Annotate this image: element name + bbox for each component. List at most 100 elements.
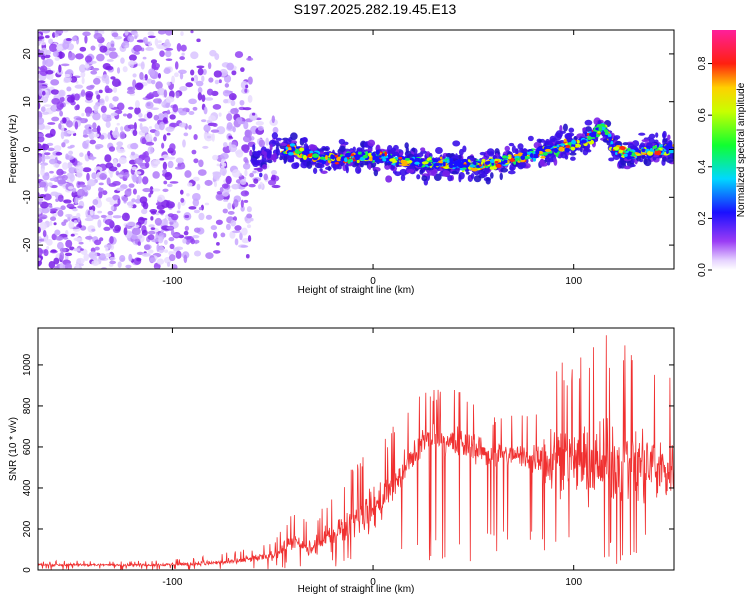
spectrogram-noise-blob [144, 162, 150, 169]
spectrogram-halo-blob [257, 167, 263, 173]
spectrogram-halo-blob [291, 162, 299, 170]
spectrogram-noise-blob [212, 250, 221, 254]
spectrogram-noise-blob [59, 262, 63, 269]
spectrogram-noise-blob [187, 182, 193, 187]
spectrogram-noise-blob [110, 76, 116, 80]
spectrogram-noise-blob [38, 210, 42, 214]
spectrogram-ridge-blob [448, 163, 454, 169]
spectrogram-noise-blob [90, 45, 96, 51]
spectrogram-noise-blob [178, 122, 187, 128]
spectrogram-ridge-blob [652, 145, 658, 149]
spectrogram-noise-blob [41, 206, 50, 214]
spectrogram-noise-blob [96, 53, 105, 62]
spectrogram-noise-blob [42, 90, 46, 96]
spectrogram-halo-blob [515, 148, 519, 155]
spectrogram-halo-blob [271, 132, 279, 140]
spectrogram-noise-blob [222, 162, 227, 167]
spectrogram-halo-blob [459, 148, 464, 156]
spectrogram-noise-blob [169, 181, 179, 184]
spectrogram-noise-blob [98, 182, 104, 186]
spectrogram-noise-blob [115, 109, 123, 115]
spectrogram-noise-blob [163, 41, 172, 49]
spectrogram-ridge-blob [289, 143, 296, 147]
spectrogram-noise-blob [134, 171, 142, 175]
spectrogram-noise-blob [201, 75, 205, 83]
spectrogram-ridge-blob [507, 160, 510, 163]
spectrogram-noise-blob [270, 169, 278, 176]
spectrogram-halo-blob [373, 169, 379, 177]
spectrogram-ridge-blob [649, 148, 654, 152]
spectrogram-halo-blob [569, 152, 577, 156]
spectrogram-noise-blob [106, 177, 111, 186]
spectrogram-noise-blob [82, 134, 89, 138]
spectrogram-ridge-blob [612, 146, 620, 151]
spectrogram-halo-blob [662, 132, 666, 139]
spectrogram-noise-blob [230, 100, 236, 107]
spectrogram-halo-blob [406, 168, 415, 174]
spectrogram-ridge-blob [421, 161, 429, 165]
spectrogram-noise-blob [39, 181, 47, 188]
spectrogram-noise-blob [132, 73, 137, 78]
spectrogram-noise-blob [154, 217, 162, 226]
spectrogram-noise-blob [85, 139, 90, 144]
spectrogram-noise-blob [128, 54, 137, 61]
spectrogram-halo-blob [451, 170, 458, 175]
spectrogram-noise-blob [131, 198, 136, 203]
spectrogram-noise-blob [75, 117, 83, 121]
spectrogram-halo-blob [553, 158, 558, 166]
spectrogram-noise-blob [68, 220, 75, 230]
spectrogram-noise-blob [155, 202, 162, 206]
spectrogram-halo-blob [322, 147, 329, 151]
spectrogram-noise-blob [91, 67, 100, 71]
spectrogram-ridge-blob [646, 150, 654, 156]
spectrogram-ridge-blob [608, 135, 613, 141]
spectrogram-halo-blob [306, 160, 313, 169]
spectrogram-noise-blob [116, 163, 121, 168]
spectrogram-noise-blob [44, 152, 51, 156]
spectrogram-noise-blob [161, 142, 165, 149]
spectrogram-noise-blob [244, 88, 248, 93]
spectrogram-ridge-blob [305, 151, 310, 155]
spectrogram-halo-blob [485, 177, 491, 185]
spectrogram-noise-blob [147, 234, 155, 241]
spectrogram-halo-blob [317, 163, 325, 169]
spectrogram-noise-blob [110, 112, 118, 116]
spectrogram-noise-blob [55, 30, 64, 35]
spectrogram-noise-blob [139, 196, 148, 204]
spectrogram-noise-blob [65, 213, 73, 218]
spectrogram-noise-blob [149, 257, 156, 263]
spectrogram-noise-blob [49, 170, 54, 174]
spectrogram-ridge-blob [581, 139, 587, 144]
spectrogram-halo-blob [641, 155, 648, 159]
spectrogram-noise-blob [197, 67, 204, 76]
spectrogram-noise-blob [116, 102, 125, 111]
spectrogram-noise-blob [73, 220, 78, 224]
spectrogram-noise-blob [249, 149, 253, 157]
spectrogram-halo-blob [608, 157, 615, 162]
spectrogram-noise-blob [117, 261, 122, 269]
spectrogram-noise-blob [223, 141, 228, 148]
spectrogram-halo-blob [279, 143, 288, 147]
spectrogram-noise-blob [127, 124, 136, 129]
spectrogram-ridge-blob [398, 156, 403, 160]
spectrogram-noise-blob [240, 245, 249, 248]
spectrogram-halo-blob [301, 136, 308, 143]
spectrogram-noise-blob [126, 221, 136, 227]
spectrogram-noise-blob [234, 150, 244, 155]
spectrogram-noise-blob [83, 253, 90, 262]
spectrogram-noise-blob [81, 112, 85, 117]
spectrogram-noise-blob [130, 151, 136, 156]
spectrogram-noise-blob [133, 44, 142, 52]
spectrogram-noise-blob [182, 139, 186, 148]
spectrogram-noise-blob [231, 70, 237, 76]
spectrogram-noise-blob [38, 155, 43, 164]
spectrogram-noise-blob [80, 71, 86, 78]
spectrogram-halo-blob [319, 168, 323, 172]
spectrogram-noise-blob [162, 188, 169, 193]
spectrogram-x-tick-label: 0 [370, 276, 376, 287]
spectrogram-noise-blob [45, 35, 50, 39]
spectrogram-noise-blob [192, 234, 200, 239]
spectrogram-noise-blob [85, 93, 93, 101]
spectrogram-ridge-blob [302, 155, 307, 161]
spectrogram-ridge-blob [330, 154, 335, 160]
